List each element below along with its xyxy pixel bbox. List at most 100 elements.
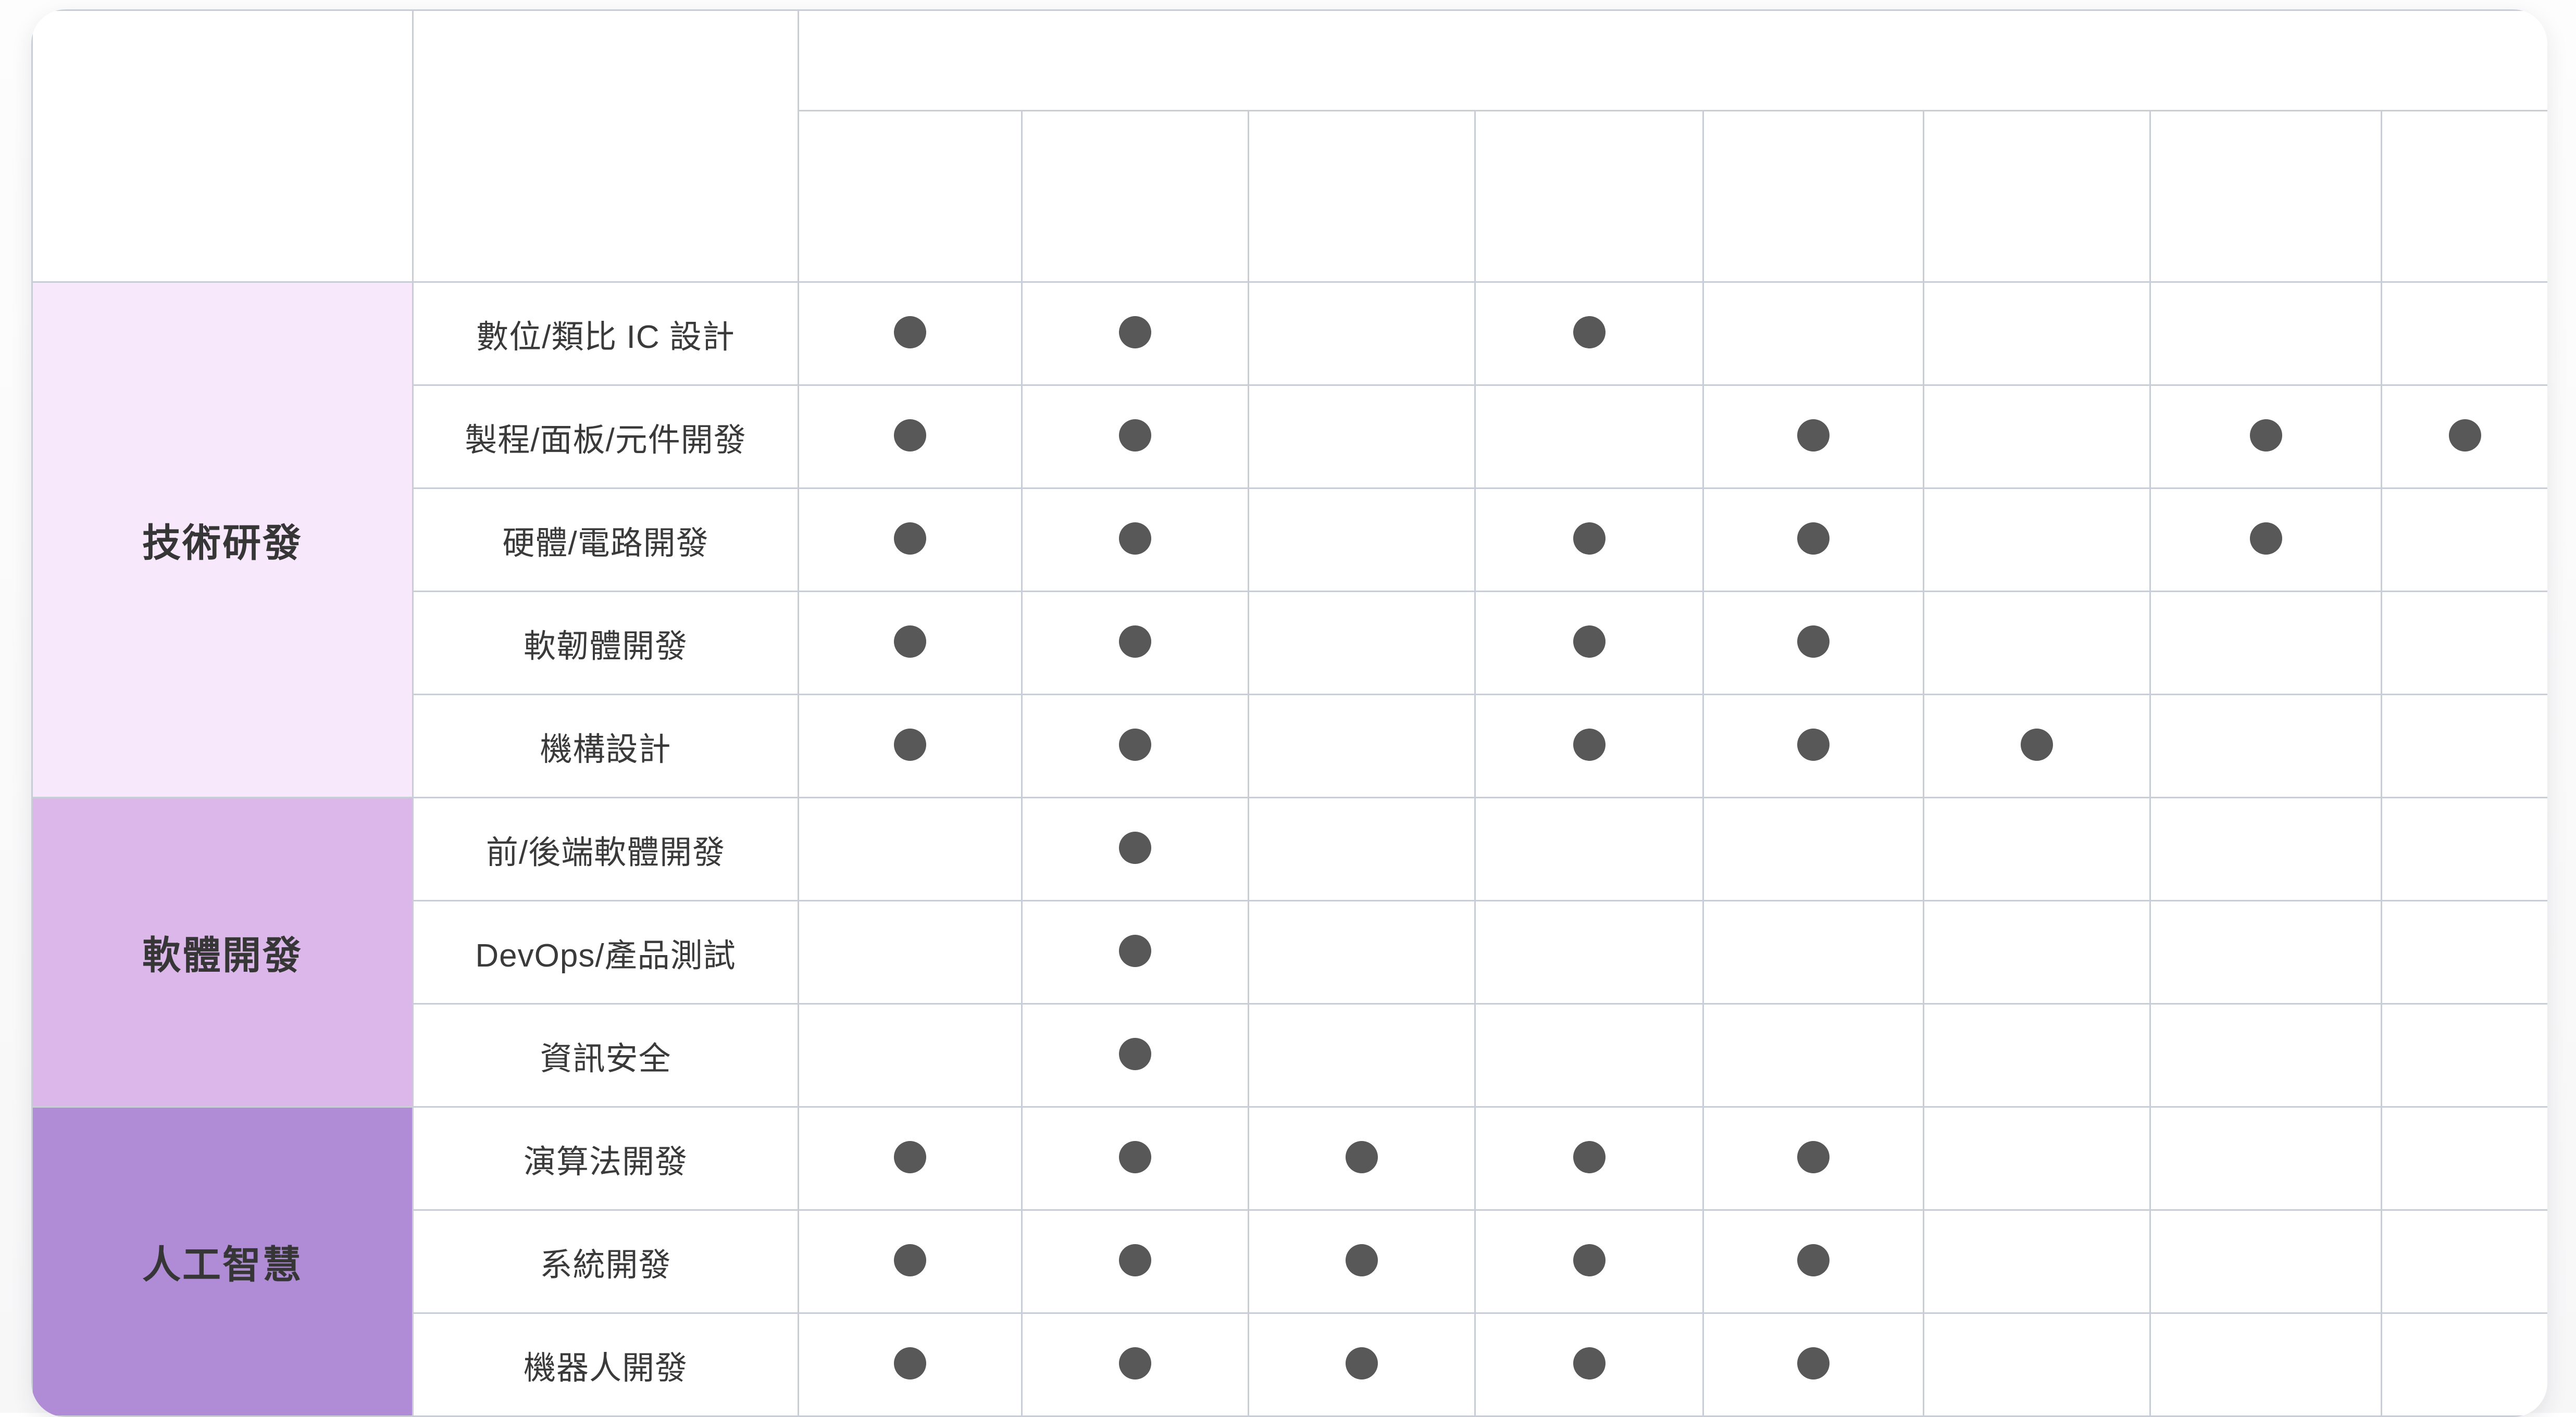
match-cell-1 [798, 281, 1023, 386]
match-cell-7 [2149, 591, 2382, 695]
match-cell-2 [1021, 694, 1249, 798]
table-row: 人工智慧 演算法開發 [31, 1106, 2547, 1417]
match-dot-icon [2021, 729, 2053, 761]
job-title-cell: 機構設計 [412, 694, 799, 798]
match-cell-3 [1248, 1106, 1476, 1211]
match-cell-8 [2381, 487, 2547, 592]
match-cell-7 [2149, 900, 2382, 1005]
header-department-group: 科系 [798, 9, 2547, 111]
match-cell-8 [2381, 1003, 2547, 1108]
department-label-line1: 電子 [873, 155, 947, 195]
match-dot-icon [1119, 1347, 1151, 1380]
match-dot-icon [1797, 729, 1830, 761]
department-label-line2: 工業工程 [1288, 197, 1435, 237]
match-dot-icon [1119, 1141, 1151, 1173]
match-cell-6 [1923, 900, 2151, 1005]
match-cell-3 [1248, 487, 1476, 592]
match-cell-1 [798, 1209, 1023, 1314]
match-cell-6 [1923, 281, 2151, 386]
match-dot-icon [1573, 625, 1606, 658]
job-title-cell: 前/後端軟體開發 [412, 797, 799, 901]
job-title-cell: 硬體/電路開發 [412, 487, 799, 592]
category-cell: 技術研發 [31, 281, 414, 798]
table-row: 製程/面板/元件開發 [32, 384, 2547, 489]
job-title-cell: DevOps/產品測試 [412, 900, 799, 1005]
match-dot-icon [1346, 1244, 1378, 1276]
match-cell-2 [1021, 487, 1249, 592]
table-row: 系統開發 [32, 1209, 2547, 1314]
match-dot-icon [2249, 522, 2282, 555]
match-cell-6 [1923, 384, 2151, 489]
match-cell-4 [1474, 384, 1704, 489]
match-dot-icon [1573, 1347, 1606, 1380]
table-body: 技術研發 數位/類比 IC 設計 製程/面板/元件開發 硬體/電路開發 軟韌體開發 機構設… [31, 281, 2547, 1417]
match-dot-icon [894, 1244, 926, 1276]
match-cell-5 [1702, 1312, 1924, 1417]
match-cell-6 [1923, 1209, 2151, 1314]
match-cell-7 [2149, 797, 2382, 901]
match-cell-3 [1248, 591, 1476, 695]
match-dot-icon [894, 316, 926, 348]
table-row: 機構設計 [32, 694, 2547, 798]
header-job: 主打職缺 [412, 9, 799, 283]
department-label-line1: 應數 統計 [1283, 155, 1440, 195]
match-cell-2 [1021, 1003, 1249, 1108]
match-dot-icon [1119, 935, 1151, 967]
table-row: 硬體/電路開發 [32, 487, 2547, 592]
match-dot-icon [894, 1347, 926, 1380]
match-dot-icon [1119, 522, 1151, 555]
table-row: 資訊安全 [32, 1003, 2547, 1108]
match-cell-1 [798, 797, 1023, 901]
department-label-line1: 資工 [1098, 155, 1172, 195]
table-row: 軟體開發 前/後端軟體開發 [31, 797, 2547, 1108]
match-dot-icon [1797, 1141, 1830, 1173]
match-cell-8 [2381, 900, 2547, 1005]
header-department-5: 機械 動機 [1702, 110, 1924, 283]
match-cell-2 [1021, 281, 1249, 386]
match-dot-icon [1573, 1141, 1606, 1173]
header-department-8: 物理 化學 化工 材料 [2381, 110, 2547, 283]
match-cell-6 [1923, 1312, 2151, 1417]
department-label-line2: 動機 [1776, 197, 1850, 237]
match-cell-4 [1474, 1003, 1704, 1108]
match-cell-5 [1702, 1003, 1924, 1108]
job-title-cell: 數位/類比 IC 設計 [412, 281, 799, 386]
match-cell-4 [1474, 797, 1704, 901]
job-title-cell: 製程/面板/元件開發 [412, 384, 799, 489]
match-cell-8 [2381, 694, 2547, 798]
match-cell-2 [1021, 591, 1249, 695]
match-cell-7 [2149, 1312, 2382, 1417]
match-cell-4 [1474, 591, 1704, 695]
match-cell-1 [798, 591, 1023, 695]
table-row: DevOps/產品測試 [32, 900, 2547, 1005]
match-dot-icon [894, 625, 926, 658]
header-department-3: 應數 統計 工業工程 [1248, 110, 1476, 283]
match-cell-7 [2149, 281, 2382, 386]
match-dot-icon [894, 1141, 926, 1173]
match-dot-icon [1797, 419, 1830, 452]
match-dot-icon [1119, 419, 1151, 452]
header-department-4: 自控 [1474, 110, 1704, 283]
match-cell-4 [1474, 1209, 1704, 1314]
match-cell-3 [1248, 1003, 1476, 1108]
match-cell-2 [1021, 1312, 1249, 1417]
match-cell-3 [1248, 1209, 1476, 1314]
match-cell-6 [1923, 694, 2151, 798]
match-cell-7 [2149, 1003, 2382, 1108]
department-label-line2: 化工 材料 [2386, 197, 2543, 237]
match-cell-3 [1248, 694, 1476, 798]
match-cell-7 [2149, 694, 2382, 798]
match-dot-icon [1797, 625, 1830, 658]
match-cell-6 [1923, 1106, 2151, 1211]
match-cell-3 [1248, 900, 1476, 1005]
match-dot-icon [1119, 625, 1151, 658]
match-cell-2 [1021, 900, 1249, 1005]
table-row: 技術研發 數位/類比 IC 設計 [31, 281, 2547, 798]
job-title-cell: 軟韌體開發 [412, 591, 799, 695]
header-department-1: 電子 電機 [798, 110, 1023, 283]
job-title-cell: 機器人開發 [412, 1312, 799, 1417]
match-cell-2 [1021, 797, 1249, 901]
match-dot-icon [1797, 522, 1830, 555]
match-dot-icon [1573, 522, 1606, 555]
match-dot-icon [1119, 1038, 1151, 1070]
